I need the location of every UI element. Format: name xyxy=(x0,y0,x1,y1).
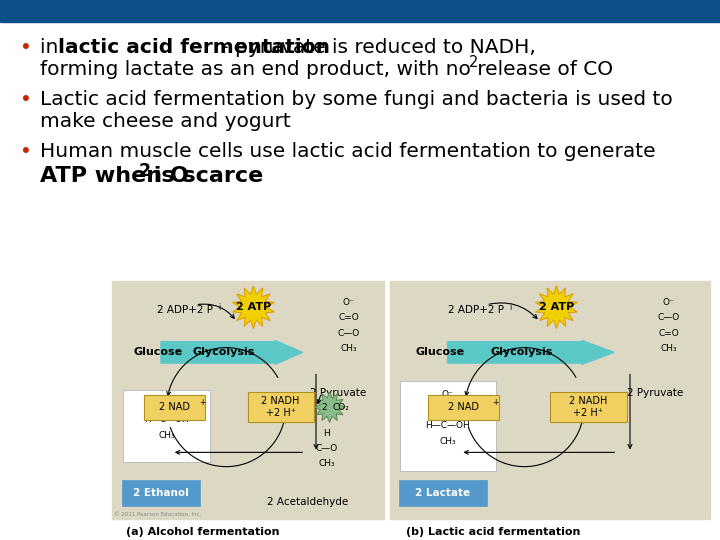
Text: © 2011 Pearson Education, Inc.: © 2011 Pearson Education, Inc. xyxy=(114,512,202,517)
Text: 2 Ethanol: 2 Ethanol xyxy=(133,488,189,498)
Polygon shape xyxy=(536,286,577,329)
Text: lactic acid fermentation: lactic acid fermentation xyxy=(58,38,330,57)
Bar xyxy=(390,281,710,519)
FancyArrow shape xyxy=(161,341,302,364)
Text: Human muscle cells use lactic acid fermentation to generate: Human muscle cells use lactic acid ferme… xyxy=(40,142,656,161)
Text: 2 Lactate: 2 Lactate xyxy=(415,488,470,498)
Text: Glycolysis: Glycolysis xyxy=(490,347,552,357)
Text: 2 ADP+2 P: 2 ADP+2 P xyxy=(449,305,505,315)
Text: 2 NAD: 2 NAD xyxy=(448,402,479,412)
Text: forming lactate as an end product, with no release of CO: forming lactate as an end product, with … xyxy=(40,60,613,79)
Text: •: • xyxy=(20,142,32,161)
Text: (b) Lactic acid fermentation: (b) Lactic acid fermentation xyxy=(406,527,580,537)
Text: O⁻: O⁻ xyxy=(343,298,354,307)
Text: 2 Pyruvate: 2 Pyruvate xyxy=(310,388,366,398)
Text: O⁻: O⁻ xyxy=(662,298,674,307)
Text: +: + xyxy=(492,398,499,407)
FancyBboxPatch shape xyxy=(428,395,499,420)
Text: C—O: C—O xyxy=(338,329,360,338)
Text: i: i xyxy=(510,302,512,312)
Text: +2 H⁺: +2 H⁺ xyxy=(266,408,296,418)
Text: is scarce: is scarce xyxy=(146,166,264,186)
Polygon shape xyxy=(314,392,345,423)
FancyArrow shape xyxy=(448,341,614,364)
Text: C—O: C—O xyxy=(316,444,338,453)
Text: •: • xyxy=(20,38,32,57)
Text: i: i xyxy=(218,302,221,312)
Text: 2: 2 xyxy=(321,403,327,411)
Text: 2 Acetaldehyde: 2 Acetaldehyde xyxy=(267,497,348,508)
FancyBboxPatch shape xyxy=(123,390,210,462)
Text: Glucose: Glucose xyxy=(415,347,464,357)
Text: Glucose: Glucose xyxy=(134,347,183,357)
Text: in: in xyxy=(40,38,65,57)
Text: 2 NADH: 2 NADH xyxy=(570,396,608,406)
FancyBboxPatch shape xyxy=(549,393,627,422)
Text: 2 ADP+2 P: 2 ADP+2 P xyxy=(158,305,213,315)
Polygon shape xyxy=(233,286,274,329)
Text: CH₃: CH₃ xyxy=(341,344,357,353)
Text: CH₃: CH₃ xyxy=(439,437,456,446)
FancyBboxPatch shape xyxy=(400,381,495,471)
Text: O⁻: O⁻ xyxy=(442,390,454,400)
Text: •: • xyxy=(20,90,32,109)
Text: C=O: C=O xyxy=(658,329,679,338)
Text: 2 Pyruvate: 2 Pyruvate xyxy=(627,388,684,398)
Text: make cheese and yogurt: make cheese and yogurt xyxy=(40,112,291,131)
Text: 2 ATP: 2 ATP xyxy=(539,302,574,312)
Text: CH₃: CH₃ xyxy=(158,431,175,440)
Text: 2: 2 xyxy=(469,55,478,70)
FancyBboxPatch shape xyxy=(399,480,487,506)
Bar xyxy=(0,0,720,22)
Text: (a) Alcohol fermentation: (a) Alcohol fermentation xyxy=(125,527,279,537)
Text: 2 NADH: 2 NADH xyxy=(261,396,300,406)
Text: H—C—OH: H—C—OH xyxy=(426,421,470,430)
Text: 2: 2 xyxy=(139,162,151,180)
Text: - pyruvate is reduced to NADH,: - pyruvate is reduced to NADH, xyxy=(215,38,536,57)
Text: H: H xyxy=(163,400,170,409)
Text: 2 NAD: 2 NAD xyxy=(159,402,190,412)
Text: H—C—OH: H—C—OH xyxy=(144,415,189,424)
Text: Glycolysis: Glycolysis xyxy=(192,347,255,357)
Text: C=O: C=O xyxy=(338,313,359,322)
Text: ATP when O: ATP when O xyxy=(40,166,189,186)
Text: CH₃: CH₃ xyxy=(660,344,677,353)
Text: H: H xyxy=(323,429,330,437)
Text: 2 ATP: 2 ATP xyxy=(236,302,271,312)
FancyBboxPatch shape xyxy=(122,480,200,506)
Text: CH₃: CH₃ xyxy=(318,460,336,469)
Text: C—O: C—O xyxy=(657,313,680,322)
Text: Lactic acid fermentation by some fungi and bacteria is used to: Lactic acid fermentation by some fungi a… xyxy=(40,90,672,109)
Text: CO₂: CO₂ xyxy=(332,403,349,411)
Text: +2 H⁺: +2 H⁺ xyxy=(573,408,603,418)
Text: +: + xyxy=(199,398,205,407)
Text: C=O: C=O xyxy=(437,406,458,415)
Bar xyxy=(112,281,384,519)
FancyBboxPatch shape xyxy=(144,395,205,420)
FancyBboxPatch shape xyxy=(248,393,314,422)
